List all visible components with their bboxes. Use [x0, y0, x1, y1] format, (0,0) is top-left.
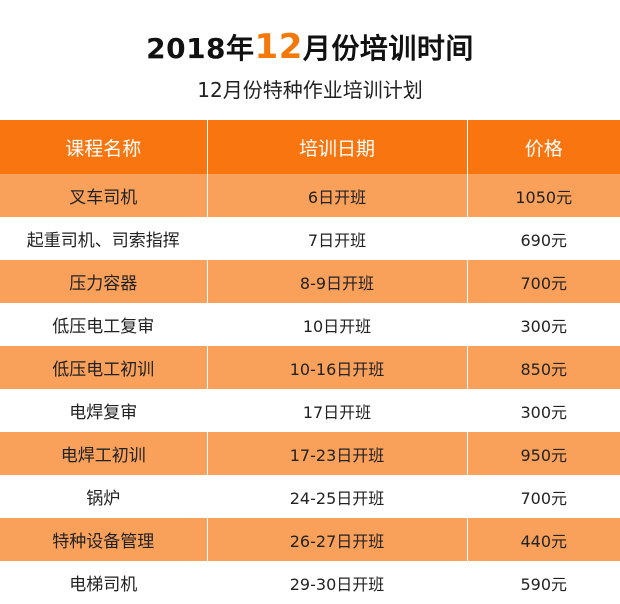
header-course-name: 课程名称	[0, 120, 207, 174]
course-name-cell: 特种设备管理	[0, 518, 207, 561]
title-accent-number: 12	[254, 27, 303, 67]
price-cell: 850元	[466, 346, 620, 389]
price-cell: 440元	[466, 518, 620, 561]
table-row: 叉车司机 6日开班 1050元	[0, 174, 620, 217]
table-row: 起重司机、司索指挥 7日开班 690元	[0, 217, 620, 260]
course-name-cell: 电梯司机	[0, 561, 207, 604]
table-row: 电梯司机 29-30日开班 590元	[0, 561, 620, 604]
course-name-cell: 低压电工复审	[0, 303, 207, 346]
price-cell: 590元	[466, 561, 620, 604]
table-row: 低压电工复审 10日开班 300元	[0, 303, 620, 346]
course-name-cell: 电焊复审	[0, 389, 207, 432]
title-prefix: 2018年	[146, 32, 255, 65]
table-row: 压力容器 8-9日开班 700元	[0, 260, 620, 303]
header-training-date: 培训日期	[206, 120, 467, 174]
date-cell: 7日开班	[206, 217, 467, 260]
date-cell: 6日开班	[206, 174, 467, 217]
date-cell: 17日开班	[206, 389, 467, 432]
price-cell: 1050元	[466, 174, 620, 217]
date-cell: 29-30日开班	[206, 561, 467, 604]
date-cell: 10-16日开班	[206, 346, 467, 389]
header-price: 价格	[466, 120, 620, 174]
table-row: 低压电工初训 10-16日开班 850元	[0, 346, 620, 389]
date-cell: 17-23日开班	[206, 432, 467, 475]
table-row: 电焊复审 17日开班 300元	[0, 389, 620, 432]
date-cell: 10日开班	[206, 303, 467, 346]
course-name-cell: 压力容器	[0, 260, 207, 303]
price-cell: 300元	[466, 303, 620, 346]
training-schedule-table: 课程名称 培训日期 价格 叉车司机 6日开班 1050元 起重司机、司索指挥 7…	[0, 120, 620, 604]
table-header-row: 课程名称 培训日期 价格	[0, 120, 620, 174]
course-name-cell: 低压电工初训	[0, 346, 207, 389]
table-row: 电焊工初训 17-23日开班 950元	[0, 432, 620, 475]
date-cell: 26-27日开班	[206, 518, 467, 561]
page-title: 2018年12月份培训时间	[0, 27, 620, 69]
table-row: 锅炉 24-25日开班 700元	[0, 475, 620, 518]
price-cell: 700元	[466, 475, 620, 518]
course-name-cell: 叉车司机	[0, 174, 207, 217]
price-cell: 700元	[466, 260, 620, 303]
date-cell: 8-9日开班	[206, 260, 467, 303]
course-name-cell: 起重司机、司索指挥	[0, 217, 207, 260]
course-name-cell: 电焊工初训	[0, 432, 207, 475]
price-cell: 950元	[466, 432, 620, 475]
title-suffix: 月份培训时间	[302, 32, 474, 65]
price-cell: 300元	[466, 389, 620, 432]
table-row: 特种设备管理 26-27日开班 440元	[0, 518, 620, 561]
course-name-cell: 锅炉	[0, 475, 207, 518]
date-cell: 24-25日开班	[206, 475, 467, 518]
price-cell: 690元	[466, 217, 620, 260]
page-subtitle: 12月份特种作业培训计划	[197, 78, 423, 102]
